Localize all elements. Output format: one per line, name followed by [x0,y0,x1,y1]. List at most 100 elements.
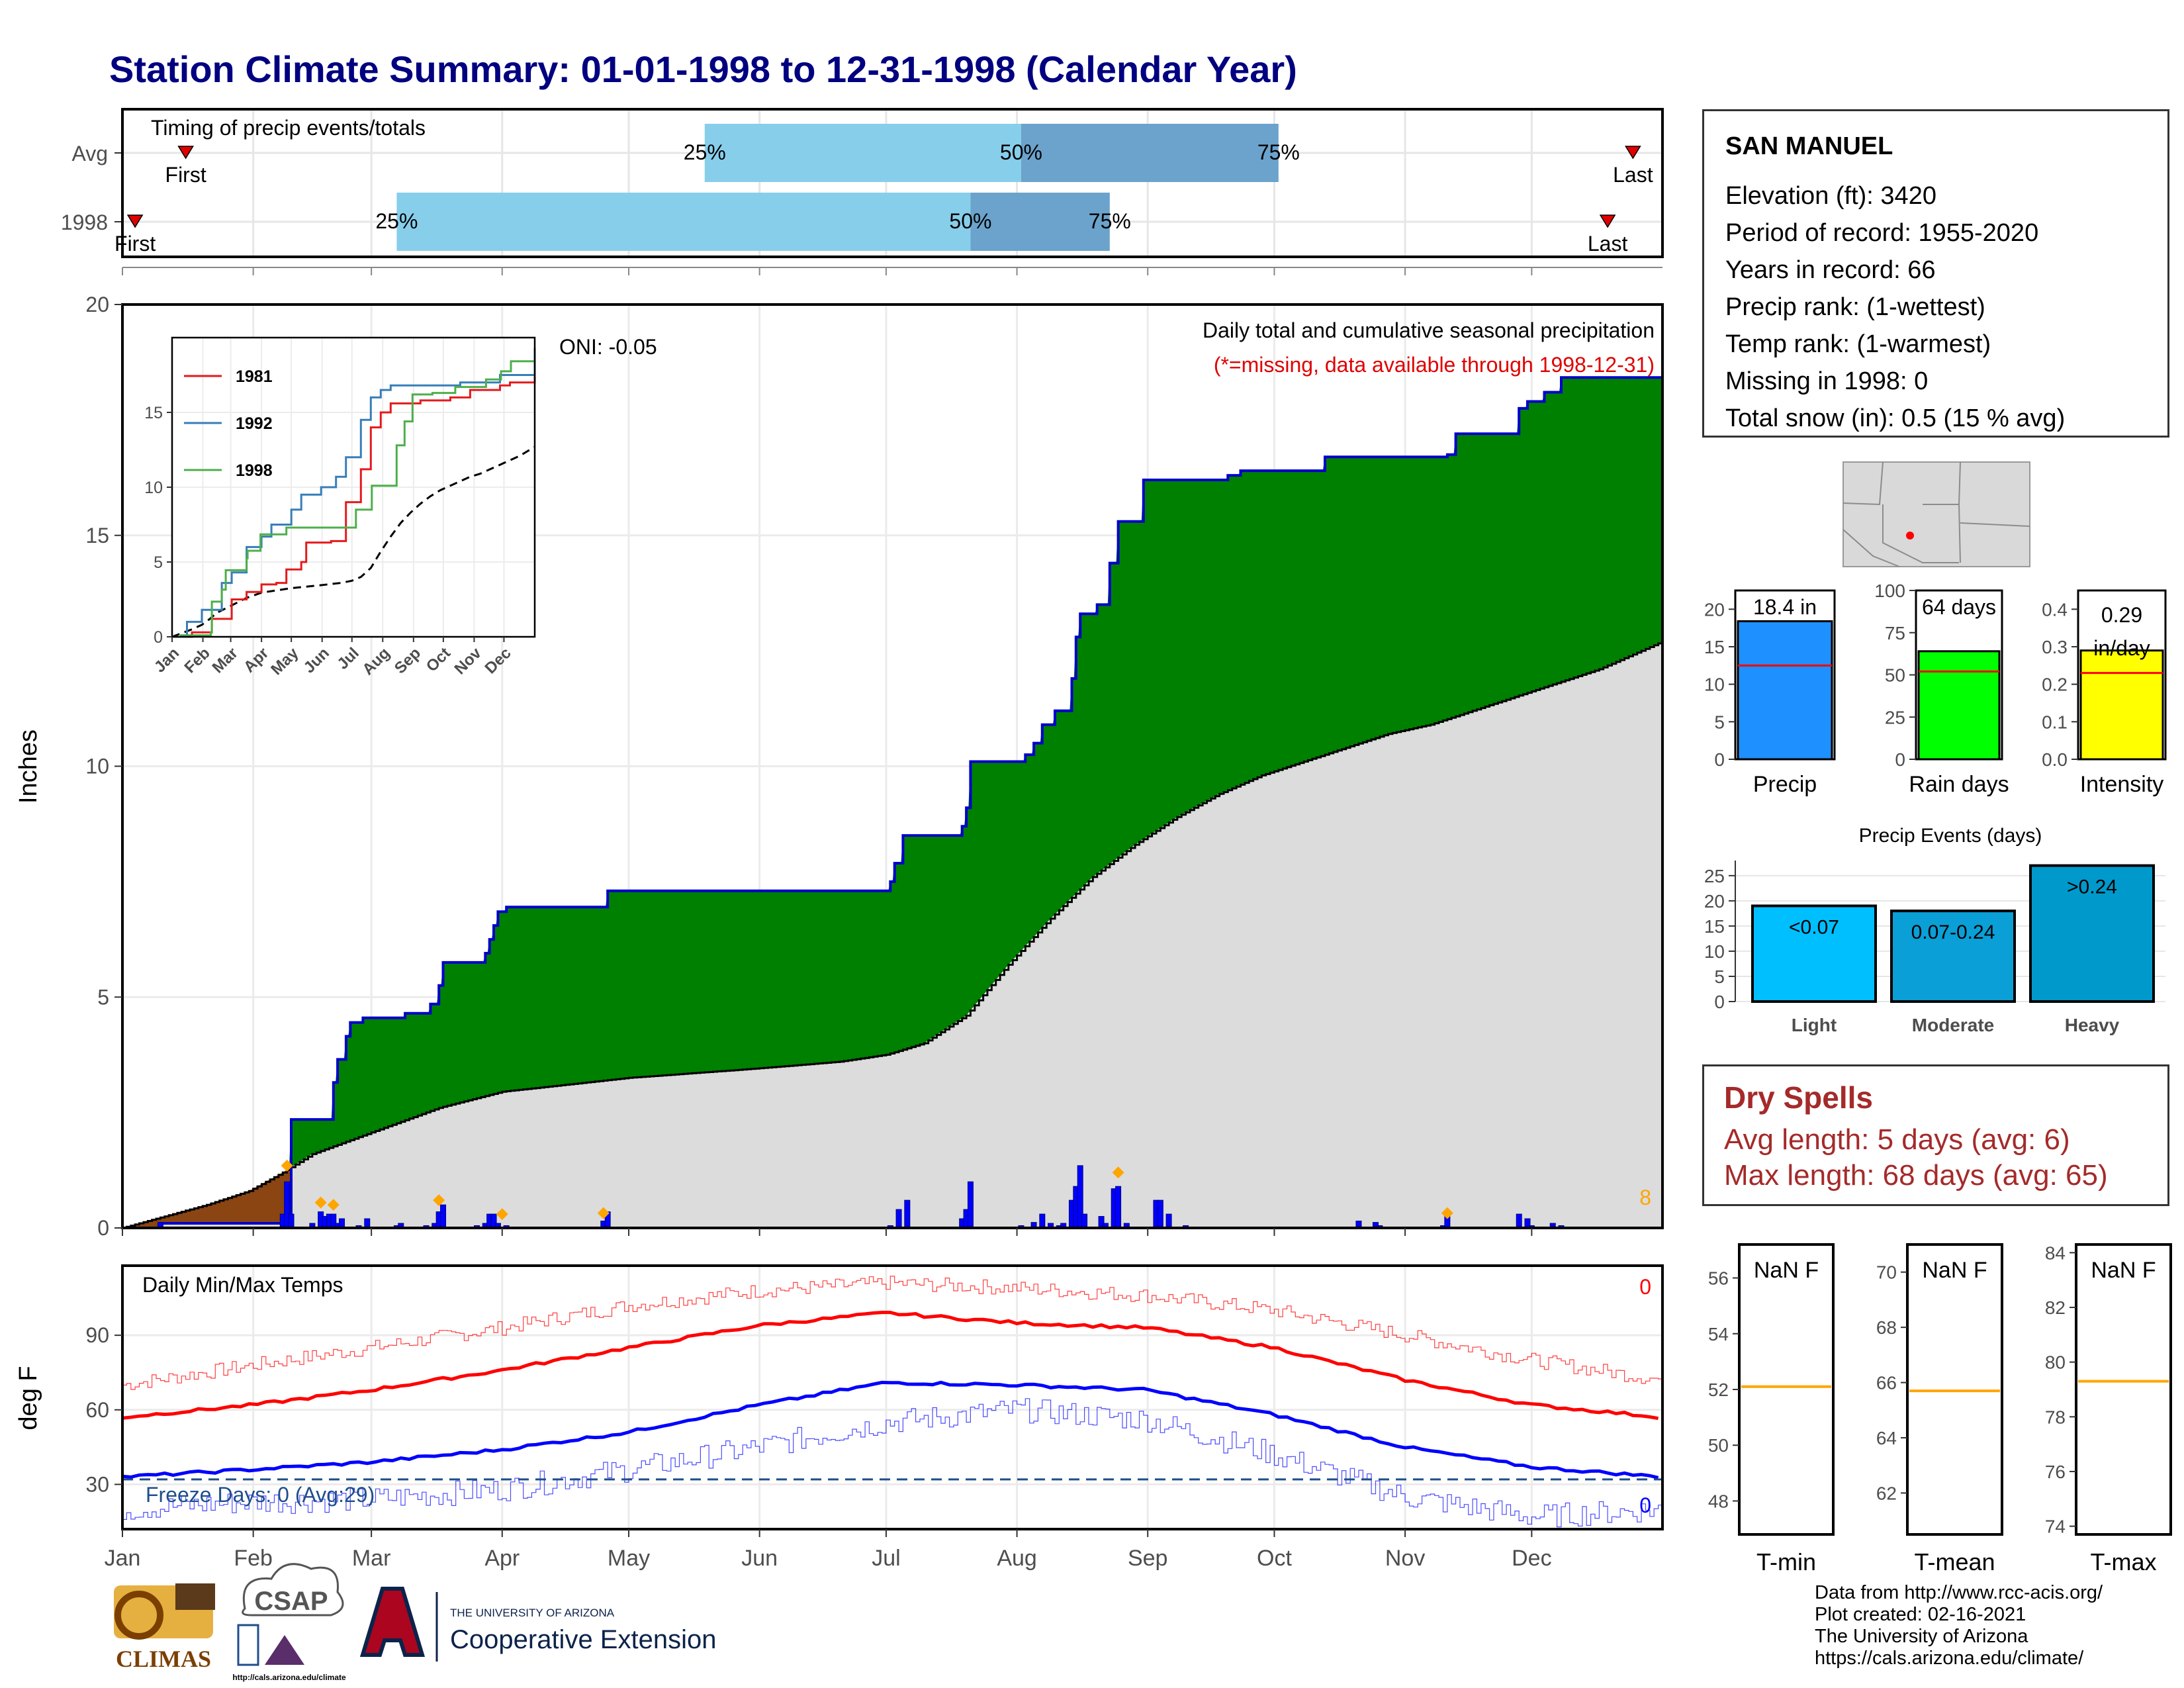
event-category-label: Moderate [1912,1015,1994,1035]
footer-source: Data from http://www.rcc-acis.org/ [1815,1582,2103,1603]
footer-credits: Data from http://www.rcc-acis.org/ Plot … [1815,1582,2103,1669]
csap-bars [237,1624,259,1666]
orange-marker [314,1196,327,1209]
timing-pct-label: 75% [1089,209,1131,233]
temp-y-tick-label: 30 [85,1472,109,1496]
temp-box-panel: 62 64 66 68 70 NaN F T-mean [1876,1243,2003,1575]
station-elevation: Elevation (ft): 3420 [1725,182,1936,210]
normal-line [122,641,1664,1229]
inset-series-line [172,376,536,638]
event-bar [1890,910,2016,1003]
climas-logo-swirl [114,1591,163,1640]
daily-precip-bar [895,1209,902,1229]
inset-legend-label: 1981 [236,367,273,386]
locator-map [1843,461,2030,567]
dry-spells-box: Dry Spells Avg length: 5 days (avg: 6) M… [1702,1064,2169,1206]
temp-box-y-tick-label: 62 [1876,1483,1897,1503]
event-bar-label: 0.07-0.24 [1911,921,1995,943]
summary-bar-label: Precip [1753,772,1817,797]
inset-y-tick-label: 0 [154,628,163,647]
csap-mountain [265,1635,304,1665]
timing-pct-label: 75% [1257,140,1300,164]
station-name: SAN MANUEL [1725,132,1893,160]
normal-area [122,641,1662,1228]
cumulative-line [122,376,1662,1229]
event-bar-label: <0.07 [1789,916,1839,938]
summary-bar-label: Rain days [1909,772,2009,797]
temp-box-y-tick-label: 80 [2045,1352,2066,1373]
temp-box-value-label: NaN F [2091,1258,2156,1283]
station-precip-rank: Precip rank: (1-wettest) [1725,293,1985,321]
ua-logo-extension-text: Cooperative Extension [450,1625,716,1654]
event-category-label: Heavy [2065,1015,2120,1035]
temp-y-tick-label: 60 [85,1398,109,1422]
temp-box-label: T-max [2090,1548,2156,1575]
orange-marker [281,1159,293,1172]
timing-panel: 25% 50% 75% First Last Avg 25% 50% 75% First Last 1… [61,108,1664,275]
temp-box-y-tick-label: 48 [1708,1491,1729,1511]
month-tick-label: Apr [484,1546,520,1571]
event-category-label: Light [1792,1015,1837,1035]
record-max-line [122,1276,1663,1390]
temp-box-y-tick-label: 50 [1708,1435,1729,1456]
daily-precip-bar [339,1218,345,1229]
timing-marker-label: Last [1588,232,1628,256]
month-tick-label: Sep [1128,1546,1168,1571]
temp-box-y-tick-label: 66 [1876,1373,1897,1393]
ua-logo-small-text: THE UNIVERSITY OF ARIZONA [450,1607,615,1619]
daily-precip-bar [1115,1186,1122,1229]
timing-pct-label: 50% [949,209,991,233]
summary-bar [1737,620,1833,761]
timing-marker [1599,214,1616,228]
station-period: Period of record: 1955-2020 [1725,219,2039,247]
summary-y-tick-label: 75 [1885,623,1905,643]
temp-y-axis-title: deg F [15,1366,42,1430]
temp-title: Daily Min/Max Temps [142,1273,343,1297]
precip-y-tick-label: 0 [97,1216,109,1240]
summary-y-tick-label: 0.0 [2042,749,2068,770]
timing-marker-label: Last [1613,163,1653,187]
timing-bar-50-75 [970,193,1110,251]
temp-box-y-tick-label: 52 [1708,1380,1729,1400]
inset-legend-label: 1998 [236,461,273,480]
temp-box-value-label: NaN F [1754,1258,1819,1283]
precip-y-axis-title: Inches [15,729,42,804]
summary-y-tick-label: 5 [1714,712,1725,732]
temp-box-frame [1738,1243,1835,1536]
csap-logo-text: CSAP [254,1587,328,1616]
month-tick-label: Jun [741,1546,778,1571]
month-tick-label: Mar [352,1546,391,1571]
temp-box-y-tick-label: 76 [2045,1462,2066,1482]
station-info-box: SAN MANUEL Elevation (ft): 3420 Period o… [1702,109,2169,438]
temp-box-y-tick-label: 70 [1876,1262,1897,1283]
station-marker [1906,532,1914,539]
precip-corner-count: 8 [1639,1186,1651,1209]
timing-marker [177,146,194,160]
events-panel: Precip Events (days) 0 5 10 15 20 25 <0.07 Light… [1704,825,2165,1035]
events-y-tick-label: 20 [1704,891,1725,912]
timing-row-label: 1998 [61,211,108,234]
summary-y-tick-label: 25 [1885,707,1905,727]
summary-value-label: in/day [2093,636,2150,660]
summary-y-tick-label: 100 [1874,581,1905,601]
precip-subtitle: (*=missing, data available through 1998-… [1214,353,1655,377]
temp-box-panel: 74 76 78 80 82 84 NaN F T-max [2045,1243,2172,1575]
orange-marker [496,1208,508,1221]
inset-series-line [172,360,535,638]
event-bar [2029,864,2155,1004]
summary-y-tick-label: 0 [1895,749,1905,770]
month-tick-label: May [608,1546,650,1571]
daily-precip-bar [1516,1213,1522,1229]
dry-spells-max: Max length: 68 days (avg: 65) [1724,1159,2108,1192]
timing-bar-50-75 [1021,124,1279,182]
temp-box-y-tick-label: 54 [1708,1324,1729,1344]
temp-box-y-tick-label: 64 [1876,1428,1897,1448]
footer-url: https://cals.arizona.edu/climate/ [1815,1648,2084,1669]
month-tick-label: Feb [234,1546,273,1571]
max-count: 0 [1639,1275,1651,1299]
temp-frame [121,1264,1664,1530]
daily-precip-bar [364,1218,371,1229]
events-y-tick-label: 15 [1704,916,1725,937]
summary-y-tick-label: 0.1 [2042,712,2068,732]
daily-precip-bar [904,1199,911,1229]
